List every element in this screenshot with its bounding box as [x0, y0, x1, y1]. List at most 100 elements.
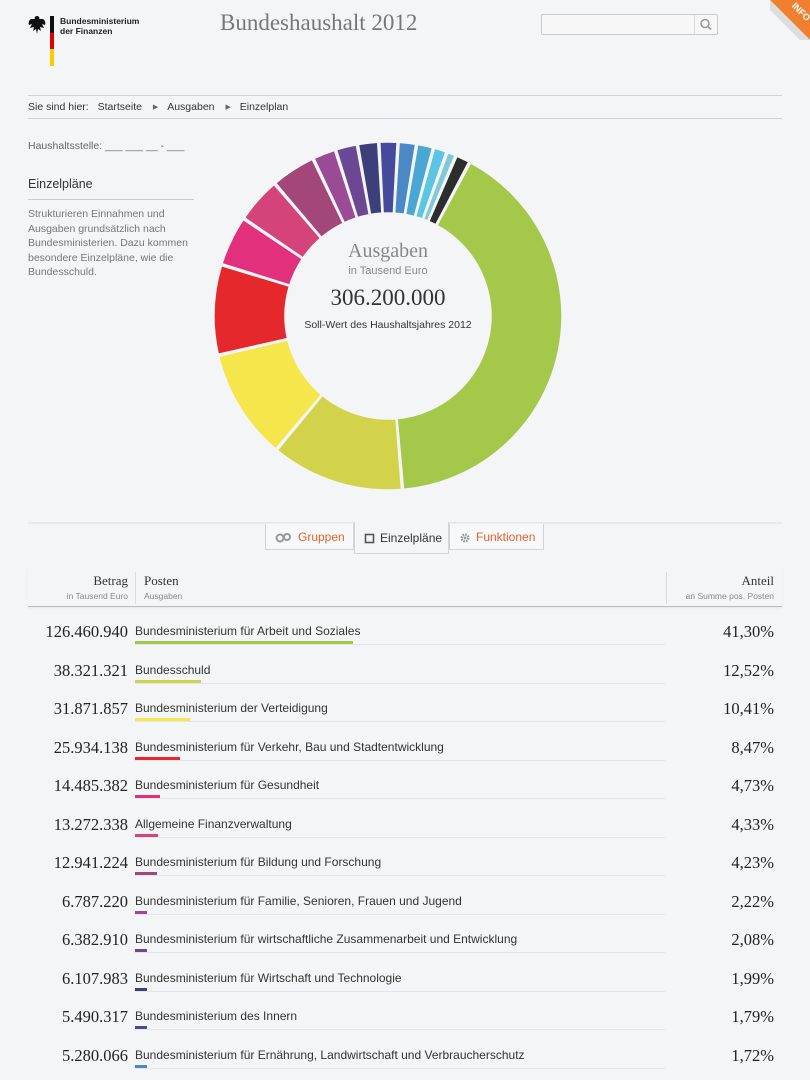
table-row[interactable]: 31.871.857 Bundesministerium der Verteidi… [28, 693, 782, 731]
donut-slice[interactable] [274, 158, 345, 239]
row-share-bar [135, 872, 158, 875]
table-row[interactable]: 5.280.066 Bundesministerium für Ernährung… [28, 1040, 782, 1078]
donut-slice[interactable] [313, 149, 358, 224]
donut-chart [213, 141, 563, 491]
row-share: 10,41% [723, 699, 774, 718]
tab-einzelplaene[interactable]: Einzelpläne [354, 522, 449, 554]
table-header: Betrag in Tausend Euro Posten Ausgaben A… [28, 568, 782, 607]
row-share: 2,22% [731, 891, 774, 911]
breadcrumb-startseite[interactable]: Startseite [97, 101, 142, 113]
row-share: 41,30% [723, 622, 774, 641]
bmf-logo[interactable]: Bundesministerium der Finanzen [26, 12, 146, 68]
row-amount: 5.490.317 [62, 1007, 128, 1026]
breadcrumb-ausgaben[interactable]: Ausgaben [167, 101, 215, 113]
donut-slice[interactable] [404, 143, 434, 218]
row-name[interactable]: Bundesministerium für Ernährung, Landwir… [135, 1047, 525, 1062]
row-share: 2,08% [731, 930, 774, 949]
header-divider [135, 572, 136, 604]
donut-slice[interactable] [213, 264, 291, 356]
row-amount: 6.787.220 [62, 891, 128, 911]
info-corner-icon: INFO [770, 0, 810, 40]
row-share-bar [135, 910, 147, 914]
breadcrumb-prefix: Sie sind hier: [28, 101, 89, 113]
haushaltsstelle-label: Haushaltsstelle: ___ ___ __ - ___ [28, 140, 185, 152]
table-row[interactable]: 6.107.983 Bundesministerium für Wirtschaf… [28, 963, 782, 1001]
breadcrumb: Sie sind hier: Startseite ▶ Ausgaben ▶ E… [28, 95, 782, 119]
chart-center-total: 306.200.000 [330, 285, 446, 310]
row-name[interactable]: Bundesministerium für Familie, Senioren,… [135, 893, 462, 908]
row-name[interactable]: Bundesministerium der Verteidigung [135, 701, 328, 715]
donut-slice[interactable] [422, 151, 457, 222]
search-input[interactable] [542, 15, 704, 34]
row-share: 1,72% [731, 1045, 774, 1065]
row-share-bar [135, 1064, 147, 1068]
donut-slice[interactable] [393, 141, 417, 216]
header-betrag[interactable]: Betrag in Tausend Euro [66, 573, 128, 601]
header-posten[interactable]: Posten Ausgaben [144, 573, 183, 601]
table-row[interactable]: 12.941.224 Bundesministerium für Bildung … [28, 847, 782, 885]
row-amount: 5.280.066 [62, 1045, 128, 1065]
row-divider [135, 1029, 665, 1030]
header-divider [666, 572, 667, 604]
donut-slice[interactable] [243, 183, 322, 259]
info-button[interactable]: INFO [770, 0, 810, 40]
row-name[interactable]: Bundesministerium für wirtschaftliche Zu… [135, 932, 518, 946]
row-name[interactable]: Allgemeine Finanzverwaltung [135, 816, 292, 831]
donut-slice[interactable] [217, 338, 323, 450]
logo-text: Bundesministerium der Finanzen [60, 16, 140, 36]
donut-slice[interactable] [335, 144, 371, 219]
row-name[interactable]: Bundesministerium für Arbeit und Soziale… [135, 624, 361, 638]
donut-slice[interactable] [396, 161, 563, 491]
page-title: Bundeshaushalt 2012 [220, 10, 418, 35]
row-amount: 6.107.983 [62, 968, 128, 988]
donut-slice[interactable] [276, 394, 403, 491]
gear-icon [460, 533, 470, 543]
row-divider [135, 759, 665, 761]
row-amount: 38.321.321 [53, 660, 128, 680]
donut-slice[interactable] [414, 147, 447, 220]
tab-gruppen[interactable]: Gruppen [265, 524, 354, 550]
tab-funktionen[interactable]: Funktionen [449, 524, 544, 550]
chart-center-label: Ausgaben in Tausend Euro 306.200.000 Sol… [288, 240, 488, 331]
table-row[interactable]: 38.321.321 Bundesschuld 12,52% [28, 655, 782, 693]
donut-slice[interactable] [427, 155, 470, 226]
square-icon [364, 534, 375, 544]
row-name[interactable]: Bundesschuld [135, 662, 211, 677]
row-name[interactable]: Bundesministerium des Innern [135, 1009, 298, 1023]
table-row[interactable]: 6.787.220 Bundesministerium für Familie, … [28, 886, 782, 924]
donut-slice[interactable] [357, 141, 383, 216]
row-amount: 6.382.910 [62, 930, 128, 949]
row-share-bar [135, 718, 190, 721]
row-name[interactable]: Bundesministerium für Wirtschaft und Tec… [135, 970, 402, 985]
row-name[interactable]: Bundesministerium für Gesundheit [135, 778, 320, 792]
row-share-bar [135, 756, 180, 760]
chart-center-title: Ausgaben [348, 240, 428, 262]
table-row[interactable]: 13.272.338 Allgemeine Finanzverwaltung 4,3… [28, 809, 782, 847]
row-share: 12,52% [723, 660, 774, 680]
row-amount: 14.485.382 [53, 776, 128, 795]
chart-center-unit: in Tausend Euro [348, 265, 428, 277]
table-row[interactable]: 126.460.940 Bundesministerium für Arbeit … [28, 616, 782, 654]
row-divider [135, 644, 665, 645]
breadcrumb-arrow-icon: ▶ [225, 104, 231, 111]
table-row[interactable]: 5.490.317 Bundesministerium des Innern 1,7… [28, 1001, 782, 1039]
table-row[interactable]: 6.382.910 Bundesministerium für wirtschaf… [28, 924, 782, 962]
row-name[interactable]: Bundesministerium für Bildung und Forsch… [135, 855, 382, 869]
chart-center-caption: Soll-Wert des Haushaltsjahres 2012 [304, 319, 472, 331]
donut-slice[interactable] [379, 141, 398, 214]
donut-slice[interactable] [221, 218, 304, 286]
breadcrumb-einzelplan[interactable]: Einzelplan [239, 101, 289, 113]
row-divider [135, 682, 665, 684]
table-row[interactable]: 14.485.382 Bundesministerium für Gesundhe… [28, 770, 782, 808]
row-share: 1,99% [731, 968, 774, 988]
row-share-bar [135, 949, 147, 952]
row-divider [135, 798, 665, 799]
row-share: 4,33% [731, 814, 774, 834]
table-row[interactable]: 25.934.138 Bundesministerium für Verkehr,… [28, 732, 782, 770]
search-button[interactable] [694, 15, 717, 34]
header-anteil[interactable]: Anteil an Summe pos. Posten [685, 573, 774, 601]
row-name[interactable]: Bundesministerium für Verkehr, Bau und S… [135, 739, 444, 754]
row-divider [135, 721, 665, 722]
row-amount: 31.871.857 [53, 699, 128, 718]
row-share-bar [135, 641, 353, 644]
